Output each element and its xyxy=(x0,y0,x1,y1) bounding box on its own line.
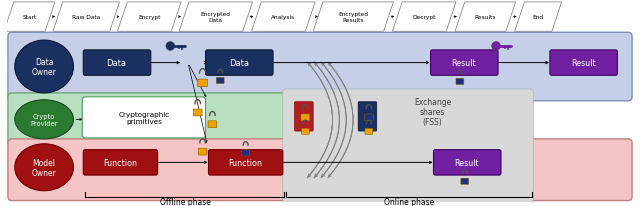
FancyBboxPatch shape xyxy=(83,150,157,175)
Polygon shape xyxy=(515,3,562,32)
FancyBboxPatch shape xyxy=(198,149,207,155)
FancyBboxPatch shape xyxy=(8,94,368,147)
Polygon shape xyxy=(4,3,55,32)
FancyBboxPatch shape xyxy=(216,78,224,84)
Text: End: End xyxy=(532,15,544,20)
Text: Data
Owner: Data Owner xyxy=(32,57,56,77)
Text: Function: Function xyxy=(228,158,262,167)
Text: Encrypted
Data: Encrypted Data xyxy=(201,12,231,23)
Text: Result: Result xyxy=(454,158,479,167)
FancyBboxPatch shape xyxy=(358,102,377,131)
FancyBboxPatch shape xyxy=(301,114,310,121)
Text: Data: Data xyxy=(229,59,249,68)
FancyBboxPatch shape xyxy=(433,150,501,175)
Text: Raw Data: Raw Data xyxy=(72,15,100,20)
Text: Cryptographic
primitives: Cryptographic primitives xyxy=(118,111,170,124)
Ellipse shape xyxy=(15,41,74,94)
Polygon shape xyxy=(53,3,120,32)
FancyBboxPatch shape xyxy=(365,129,373,135)
FancyBboxPatch shape xyxy=(365,114,373,121)
Text: Results: Results xyxy=(475,15,496,20)
FancyBboxPatch shape xyxy=(456,79,464,85)
Text: Start: Start xyxy=(22,15,36,20)
FancyBboxPatch shape xyxy=(283,90,533,202)
Circle shape xyxy=(166,42,175,51)
Text: Exchange
shares
(FSS): Exchange shares (FSS) xyxy=(414,97,451,127)
Text: Decrypt: Decrypt xyxy=(413,15,436,20)
FancyBboxPatch shape xyxy=(242,150,250,156)
Text: Crypto
Provider: Crypto Provider xyxy=(30,113,58,126)
Polygon shape xyxy=(313,3,394,32)
FancyBboxPatch shape xyxy=(83,51,151,76)
Text: Data: Data xyxy=(106,59,127,68)
FancyBboxPatch shape xyxy=(461,178,468,184)
Polygon shape xyxy=(397,32,506,47)
Polygon shape xyxy=(392,3,456,32)
FancyBboxPatch shape xyxy=(209,150,283,175)
Polygon shape xyxy=(122,32,207,47)
FancyBboxPatch shape xyxy=(8,139,632,201)
FancyBboxPatch shape xyxy=(8,33,632,101)
FancyBboxPatch shape xyxy=(550,51,618,76)
FancyBboxPatch shape xyxy=(205,51,273,76)
Text: Analysis: Analysis xyxy=(271,15,296,20)
FancyBboxPatch shape xyxy=(294,102,313,131)
Text: Model
Owner: Model Owner xyxy=(32,158,56,177)
Text: Offline phase: Offline phase xyxy=(159,197,211,206)
FancyBboxPatch shape xyxy=(301,129,309,135)
Text: Result: Result xyxy=(451,59,476,68)
Ellipse shape xyxy=(15,144,74,191)
Polygon shape xyxy=(179,3,253,32)
Text: Result: Result xyxy=(571,59,595,68)
Text: Function: Function xyxy=(104,158,138,167)
Polygon shape xyxy=(252,3,315,32)
FancyBboxPatch shape xyxy=(208,121,217,128)
Polygon shape xyxy=(118,3,181,32)
Text: Encrypted
Results: Encrypted Results xyxy=(339,12,368,23)
Text: Encrypt: Encrypt xyxy=(138,15,161,20)
Circle shape xyxy=(492,42,500,51)
Polygon shape xyxy=(455,3,516,32)
FancyBboxPatch shape xyxy=(193,110,202,116)
FancyBboxPatch shape xyxy=(198,80,207,87)
Text: Online phase: Online phase xyxy=(384,197,434,206)
FancyBboxPatch shape xyxy=(83,97,205,138)
Polygon shape xyxy=(257,32,374,47)
FancyBboxPatch shape xyxy=(431,51,498,76)
Ellipse shape xyxy=(15,100,74,139)
